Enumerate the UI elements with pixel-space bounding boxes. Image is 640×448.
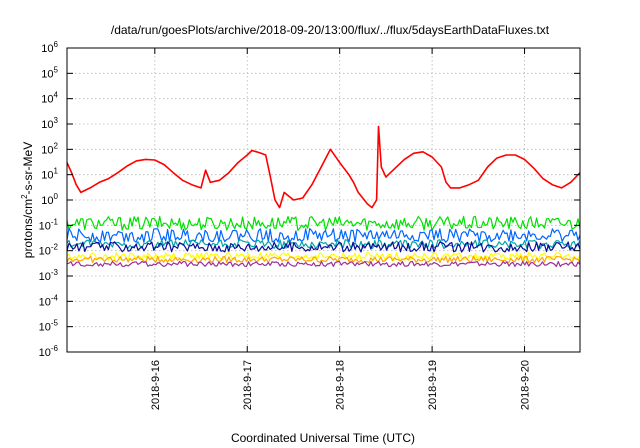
x-tick-label: 2018-9-17 (242, 360, 254, 410)
chart-title: /data/run/goesPlots/archive/2018-09-20/1… (111, 23, 550, 37)
series-line-3 (66, 227, 581, 243)
y-tick-base: 10 (41, 68, 53, 80)
y-tick-exponent: 5 (54, 65, 59, 74)
ticks: 10-610-510-410-310-210-11001011021031041… (39, 40, 580, 410)
y-axis-label-exponent: 2 (20, 194, 29, 199)
y-tick-base: 10 (41, 119, 53, 131)
y-tick-label: 105 (41, 65, 58, 80)
y-tick-base: 10 (41, 43, 53, 55)
y-tick-exponent: -4 (51, 293, 59, 302)
y-tick-exponent: -3 (51, 268, 59, 277)
y-tick-label: 101 (41, 167, 58, 182)
y-tick-label: 10-5 (39, 319, 59, 334)
y-tick-exponent: -6 (51, 344, 59, 353)
y-tick-exponent: -1 (51, 217, 59, 226)
y-tick-base: 10 (39, 246, 51, 258)
y-tick-label: 104 (41, 91, 58, 106)
y-tick-label: 10-3 (39, 268, 59, 283)
x-tick-label: 2018-9-19 (427, 360, 439, 410)
y-tick-base: 10 (41, 195, 53, 207)
y-tick-base: 10 (39, 271, 51, 283)
y-tick-label: 10-1 (39, 217, 59, 232)
series-line-7 (66, 255, 581, 264)
y-tick-label: 106 (41, 40, 58, 55)
y-tick-label: 100 (41, 192, 58, 207)
y-tick-label: 103 (41, 116, 58, 131)
y-tick-base: 10 (39, 220, 51, 232)
series-line-8 (66, 260, 581, 267)
y-tick-exponent: 3 (54, 116, 59, 125)
y-tick-exponent: 1 (54, 167, 59, 176)
series-layer (66, 125, 581, 267)
y-tick-label: 10-4 (39, 293, 59, 308)
y-tick-base: 10 (41, 94, 53, 106)
y-tick-base: 10 (39, 296, 51, 308)
y-tick-exponent: 6 (54, 40, 59, 49)
series-line-6 (66, 252, 581, 261)
grid (67, 48, 580, 352)
y-tick-exponent: 2 (54, 141, 59, 150)
y-tick-label: 10-2 (39, 243, 59, 258)
y-tick-label: 10-6 (39, 344, 59, 359)
y-tick-exponent: -2 (51, 243, 59, 252)
series-line-1 (66, 125, 581, 209)
x-tick-label: 2018-9-18 (335, 360, 347, 410)
y-tick-exponent: 4 (54, 91, 59, 100)
x-axis-label: Coordinated Universal Time (UTC) (231, 431, 415, 445)
series-line-5 (66, 241, 581, 253)
y-axis-label-part-2: -s-sr-MeV (21, 142, 35, 195)
y-tick-base: 10 (39, 322, 51, 334)
x-tick-label: 2018-9-16 (150, 360, 162, 410)
y-tick-base: 10 (41, 170, 53, 182)
series-line-2 (66, 215, 581, 231)
y-axis-label: protons/cm2-s-sr-MeV (20, 142, 35, 258)
y-axis-label-part-1: protons/cm (21, 199, 35, 258)
y-tick-base: 10 (39, 347, 51, 359)
y-tick-exponent: -5 (51, 319, 59, 328)
y-tick-exponent: 0 (54, 192, 59, 201)
y-tick-label: 102 (41, 141, 58, 156)
y-tick-base: 10 (41, 144, 53, 156)
x-tick-label: 2018-9-20 (520, 360, 532, 410)
